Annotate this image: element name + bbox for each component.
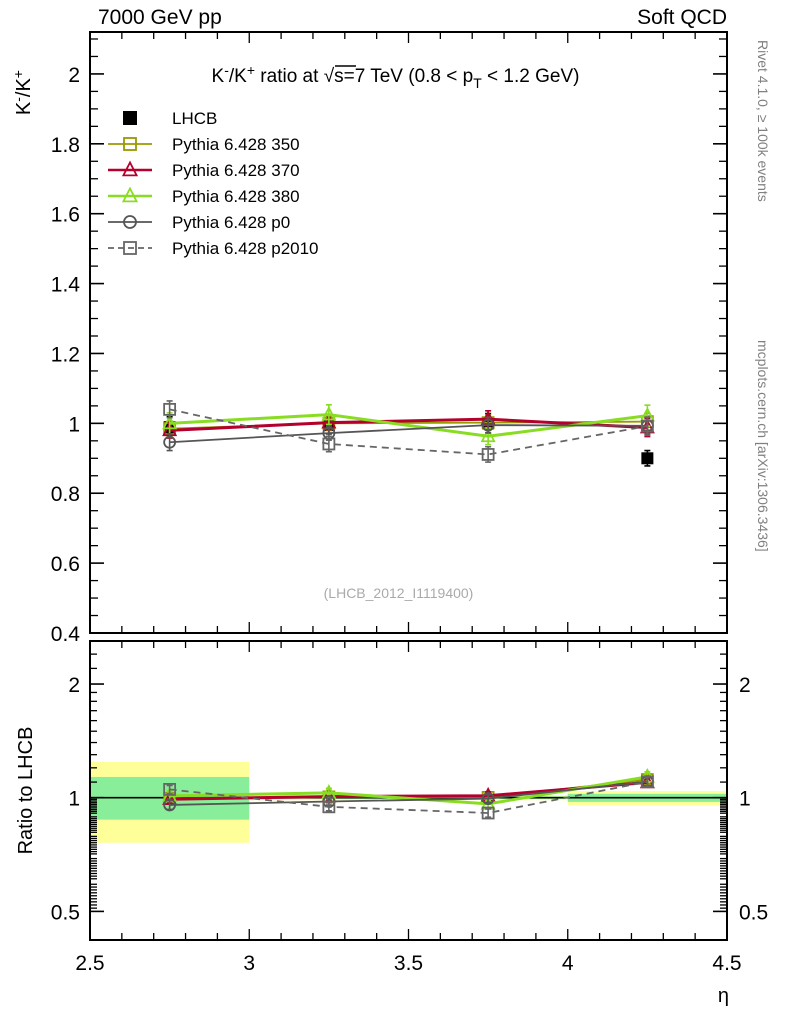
ytick-label-main: 0.8: [51, 483, 80, 506]
side-text-rivet: Rivet 4.1.0, ≥ 100k events: [755, 40, 771, 202]
legend-entry[interactable]: Pythia 6.428 370: [108, 160, 300, 180]
ytick-label-main: 1.4: [51, 274, 81, 297]
ytick-label-main: 1.2: [51, 343, 80, 366]
ratio-y-axis-label: Ratio to LHCB: [15, 727, 37, 855]
data-point: [640, 775, 654, 789]
data-point: [162, 414, 178, 430]
watermark-label: (LHCB_2012_I1119400): [324, 585, 474, 601]
legend-marker: [121, 186, 139, 203]
legend-marker: [123, 241, 137, 255]
error-bar: [485, 793, 492, 804]
legend-marker: [121, 160, 139, 177]
xtick-label: 4: [562, 952, 574, 975]
legend-label: Pythia 6.428 380: [172, 187, 300, 206]
legend-label: Pythia 6.428 p2010: [172, 239, 319, 258]
xtick-label: 3: [243, 952, 255, 975]
series-line: [169, 780, 648, 814]
header-right-label: Soft QCD: [637, 6, 727, 29]
legend-entry[interactable]: LHCB: [123, 109, 217, 128]
xtick-label: 2.5: [75, 952, 104, 975]
data-point: [480, 427, 496, 443]
ytick-label-main: 1: [68, 413, 80, 436]
error-bar: [325, 802, 332, 812]
legend-marker: [123, 215, 137, 229]
series-line: [169, 408, 648, 456]
ytick-label-main: 1.6: [51, 204, 80, 227]
legend-entry[interactable]: Pythia 6.428 p0: [108, 213, 290, 232]
series-line: [169, 417, 648, 432]
header-left-label: 7000 GeV pp: [98, 6, 222, 29]
legend-label: Pythia 6.428 p0: [172, 213, 290, 232]
error-bar: [644, 776, 651, 788]
ytick-label-main: 0.6: [51, 553, 80, 576]
legend-entry[interactable]: Pythia 6.428 350: [108, 135, 300, 154]
series-main-pythia-6-428-p2010: [163, 400, 654, 463]
legend-entry[interactable]: Pythia 6.428 380: [108, 186, 300, 206]
ytick-label-ratio: 0.5: [51, 901, 80, 924]
data-point: [481, 806, 495, 820]
legend-label: Pythia 6.428 350: [172, 135, 300, 154]
data-point: [640, 419, 654, 433]
ytick-label-main: 1.8: [51, 134, 80, 157]
data-point: [163, 435, 177, 449]
series-ratio-pythia-6-428-p2010: [163, 775, 654, 820]
data-point: [481, 448, 495, 461]
series-line: [169, 780, 648, 806]
legend-marker: [123, 137, 137, 151]
series-line: [169, 424, 648, 444]
ytick-label-ratio: 1: [68, 788, 80, 811]
error-bar: [485, 808, 492, 818]
data-point: [322, 800, 336, 814]
data-point: [163, 783, 177, 796]
data-point: [481, 418, 495, 432]
data-point: [163, 402, 177, 416]
legend-label: Pythia 6.428 370: [172, 161, 300, 180]
legend-label: LHCB: [172, 109, 217, 128]
ytick-label-ratio-right: 2: [739, 674, 751, 697]
ytick-label-main: 2: [68, 64, 80, 87]
main-y-axis-label: K-/K+: [10, 70, 35, 115]
ytick-label-ratio-right: 1: [739, 788, 751, 811]
plot-title: K-/K+ ratio at √s=7 TeV (0.8 < pT < 1.2 …: [212, 62, 580, 91]
xtick-label: 3.5: [394, 952, 423, 975]
ytick-label-main: 0.4: [51, 623, 81, 646]
x-axis-label: η: [718, 985, 729, 1007]
data-point: [322, 437, 336, 451]
data-point: [163, 798, 177, 812]
data-point: [481, 792, 495, 805]
error-bar: [166, 784, 173, 795]
ytick-label-ratio-right: 0.5: [739, 901, 768, 924]
xtick-label: 4.5: [712, 952, 741, 975]
data-point: [641, 452, 654, 465]
legend-marker: [123, 111, 137, 125]
legend-entry[interactable]: Pythia 6.428 p2010: [108, 239, 319, 258]
side-text-mcplots: mcplots.cern.ch [arXiv:1306.3436]: [755, 340, 771, 552]
ytick-label-ratio: 2: [68, 674, 80, 697]
data-point: [321, 405, 337, 421]
